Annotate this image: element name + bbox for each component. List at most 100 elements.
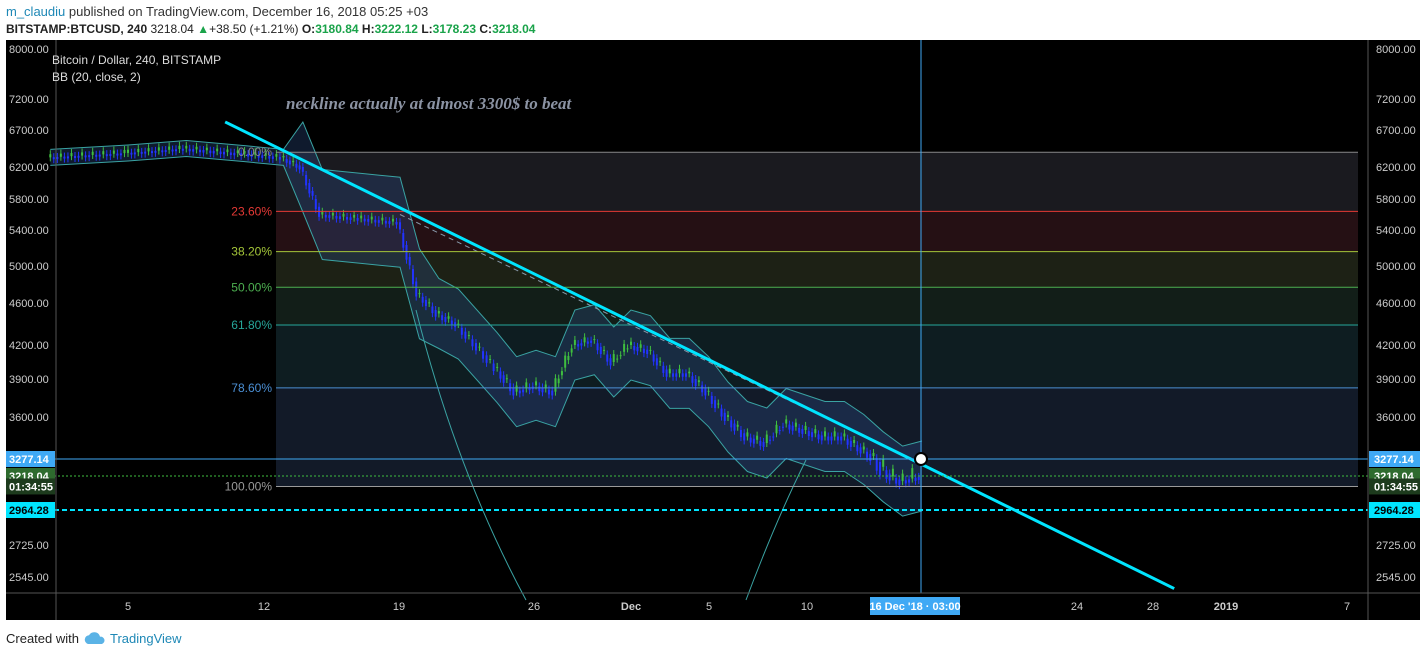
x-axis-tick-label: 10	[801, 601, 813, 613]
candle-body	[547, 389, 550, 395]
open-value: 3180.84	[315, 22, 359, 36]
candle-body	[619, 355, 622, 357]
x-axis-tick-label: 12	[258, 601, 270, 613]
low-label: L:	[421, 22, 433, 36]
author-link[interactable]: m_claudiu	[6, 4, 66, 19]
candle-body	[226, 149, 229, 153]
candle-body	[853, 439, 856, 444]
candle-body	[105, 154, 108, 157]
y-axis-tick-label-right: 6700.00	[1376, 125, 1416, 137]
fib-band	[276, 251, 1358, 288]
candle-body	[499, 371, 502, 379]
candle-body	[538, 386, 541, 392]
cloud-logo-icon	[83, 631, 110, 646]
candle-body	[116, 153, 119, 156]
candle-body	[434, 310, 437, 317]
candle-body	[171, 149, 174, 152]
fib-label: 0.00%	[238, 145, 272, 159]
candle-body	[694, 379, 697, 386]
candle-body	[56, 156, 59, 159]
candle-body	[710, 395, 713, 404]
candle-body	[551, 390, 554, 396]
candle-body	[859, 447, 862, 454]
candle-body	[765, 434, 768, 444]
tradingview-brand-link[interactable]: TradingView	[110, 631, 182, 646]
candle-body	[485, 355, 488, 363]
bollinger-band-fill	[50, 122, 922, 517]
y-axis-tick-label-left: 2725.00	[9, 540, 49, 552]
candle-body	[489, 359, 492, 361]
publish-info: published on TradingView.com, December 1…	[68, 4, 429, 19]
candle-body	[878, 462, 881, 476]
candle-body	[505, 378, 508, 380]
fib-label: 50.00%	[231, 280, 272, 294]
candle-body	[360, 215, 363, 219]
y-axis-tick-label-right: 2545.00	[1376, 572, 1416, 584]
x-axis-tick-label: 2019	[1214, 601, 1238, 613]
candle-body	[917, 476, 920, 481]
candle-body	[147, 148, 150, 152]
candle-body	[321, 211, 324, 215]
candle-body	[140, 151, 143, 154]
candle-body	[384, 220, 387, 224]
candle-body	[749, 437, 752, 443]
candle-body	[49, 154, 52, 158]
footer: Created with TradingView	[6, 631, 182, 646]
y-axis-tick-label-right: 4600.00	[1376, 298, 1416, 310]
candle-body	[216, 148, 219, 152]
candle-body	[781, 426, 784, 428]
candle-body	[544, 384, 547, 389]
candle-body	[367, 219, 370, 222]
candle-body	[639, 344, 642, 348]
candle-body	[219, 151, 222, 155]
candle-body	[421, 296, 424, 303]
candle-body	[707, 390, 710, 392]
candle-body	[733, 423, 736, 431]
candle-body	[247, 154, 250, 157]
y-axis-tick-label-right: 6200.00	[1376, 162, 1416, 174]
crosshair-point[interactable]	[914, 452, 928, 466]
candle-body	[154, 150, 157, 153]
candle-body	[441, 315, 444, 321]
price-tag-left-text: 3277.14	[9, 454, 50, 466]
candle-body	[801, 428, 804, 434]
candle-body	[567, 355, 570, 361]
price-tag-left-text: 01:34:55	[9, 481, 53, 493]
fib-label: 61.80%	[231, 318, 272, 332]
candle-body	[785, 419, 788, 424]
y-axis-tick-label-right: 4200.00	[1376, 340, 1416, 352]
candle-body	[649, 349, 652, 351]
y-axis-tick-label-left: 6700.00	[9, 125, 49, 137]
candle-body	[512, 387, 515, 396]
fib-label: 78.60%	[231, 381, 272, 395]
x-axis-tick-label: 19	[393, 601, 405, 613]
x-axis-cursor-label: 16 Dec '18 · 03:00	[869, 601, 960, 613]
candle-body	[74, 155, 77, 158]
candle-body	[418, 293, 421, 295]
candle-body	[901, 473, 904, 482]
y-axis-tick-label-left: 5800.00	[9, 194, 49, 206]
candle-body	[541, 387, 544, 393]
candle-body	[168, 146, 171, 150]
chart-panel[interactable]: 0.00% 23.60% 38.20% 50.00% 61.80% 78.60% 100.0…	[6, 40, 1420, 620]
candle-body	[298, 165, 301, 170]
candle-body	[642, 348, 645, 354]
candle-body	[223, 151, 226, 155]
price-chart[interactable]: 0.00% 23.60% 38.20% 50.00% 61.80% 78.60% 100.0…	[6, 40, 1420, 620]
candle-body	[603, 349, 606, 351]
candle-body	[672, 373, 675, 377]
candle-body	[349, 217, 352, 220]
candle-body	[282, 156, 285, 158]
candle-body	[144, 151, 147, 154]
candle-body	[411, 269, 414, 285]
fib-band	[276, 387, 1358, 487]
price-tag-left-text: 2964.28	[9, 505, 49, 517]
candle-body	[596, 343, 599, 351]
candle-body	[236, 150, 239, 154]
last-price: 3218.04	[150, 22, 194, 36]
candle-body	[515, 385, 518, 392]
candle-body	[346, 216, 349, 220]
candle-body	[305, 175, 308, 186]
candle-body	[701, 385, 704, 393]
candle-body	[791, 425, 794, 431]
